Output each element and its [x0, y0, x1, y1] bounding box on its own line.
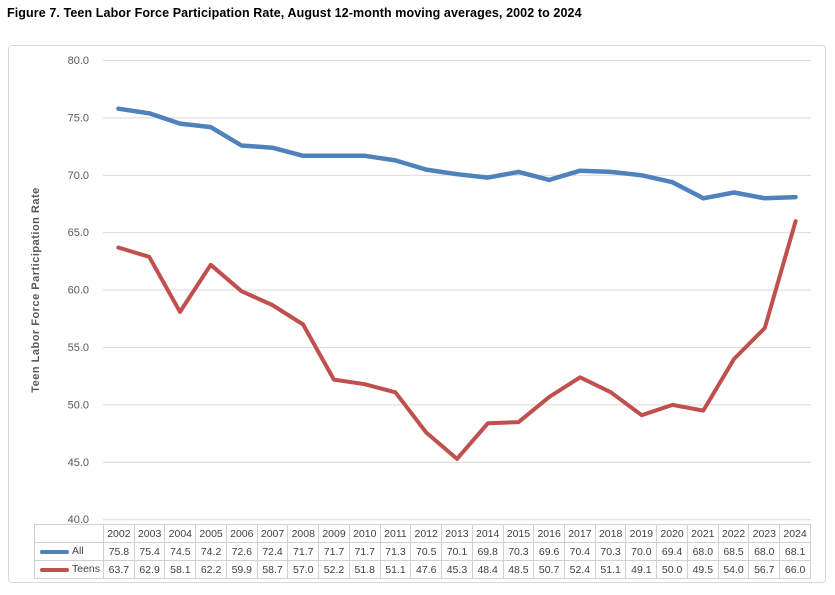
- legend-line-swatch: [40, 549, 69, 554]
- legend-key-teens: Teens: [34, 560, 104, 579]
- year-header-cell: 2021: [686, 524, 719, 543]
- value-cell: 51.1: [379, 560, 412, 579]
- y-tick-label: 65.0: [68, 227, 89, 239]
- value-cell: 57.0: [287, 560, 320, 579]
- figure-title: Figure 7. Teen Labor Force Participation…: [7, 6, 582, 20]
- y-tick-label: 70.0: [68, 170, 89, 182]
- value-cell: 69.6: [533, 542, 566, 561]
- year-header-cell: 2006: [225, 524, 258, 543]
- year-header-cell: 2018: [594, 524, 627, 543]
- value-cell: 62.2: [195, 560, 227, 579]
- y-tick-label: 55.0: [68, 342, 89, 354]
- series-name-label: All: [72, 545, 84, 558]
- year-header-cell: 2014: [471, 524, 504, 543]
- year-header-cell: 2005: [195, 524, 227, 543]
- year-header-cell: 2017: [564, 524, 596, 543]
- table-row: All 75.8 75.4 74.5 74.2 72.6 72.4 71.7 71.7 71.7 7…: [34, 542, 811, 561]
- year-header-cell: 2024: [779, 524, 811, 543]
- value-cell: 68.0: [748, 542, 781, 561]
- value-cell: 75.8: [103, 542, 135, 561]
- y-tick-label: 40.0: [68, 514, 89, 526]
- chart-data-table: 2002 2003 2004 2005 2006 2007 2008 2009 2010 2011…: [34, 524, 811, 579]
- series-line-all: [116, 106, 798, 201]
- year-header-cell: 2009: [318, 524, 350, 543]
- year-header-cell: 2004: [164, 524, 197, 543]
- year-header-cell: 2019: [625, 524, 658, 543]
- value-cell: 48.5: [502, 560, 535, 579]
- plot-area: 40.0 45.0 50.0 55.0 60.0 65.0 70.0 75.0 80.0: [68, 55, 811, 526]
- value-cell: 68.5: [717, 542, 750, 561]
- year-header-cell: 2013: [441, 524, 473, 543]
- table-header-row: 2002 2003 2004 2005 2006 2007 2008 2009 2010 2011…: [34, 524, 811, 543]
- value-cell: 70.3: [594, 542, 627, 561]
- value-cell: 68.1: [779, 542, 811, 561]
- y-tick-label: 75.0: [68, 112, 89, 124]
- series-name-label: Teens: [72, 563, 101, 576]
- year-header-cell: 2020: [656, 524, 688, 543]
- year-header-cell: 2003: [133, 524, 166, 543]
- value-cell: 68.0: [686, 542, 719, 561]
- value-cell: 52.2: [318, 560, 350, 579]
- value-cell: 51.8: [348, 560, 381, 579]
- value-cell: 72.6: [225, 542, 258, 561]
- value-cell: 71.7: [318, 542, 350, 561]
- value-cell: 47.6: [410, 560, 443, 579]
- y-axis-title: Teen Labor Force Participation Rate: [30, 187, 42, 393]
- table-row: Teens 63.7 62.9 58.1 62.2 59.9 58.7 57.0 52.2 51.…: [34, 560, 811, 579]
- value-cell: 63.7: [103, 560, 135, 579]
- value-cell: 70.0: [625, 542, 658, 561]
- y-tick-label: 80.0: [68, 55, 89, 67]
- value-cell: 71.7: [287, 542, 320, 561]
- value-cell: 58.1: [164, 560, 197, 579]
- value-cell: 45.3: [441, 560, 473, 579]
- year-header-cell: 2016: [533, 524, 566, 543]
- value-cell: 74.2: [195, 542, 227, 561]
- value-cell: 59.9: [225, 560, 258, 579]
- value-cell: 71.7: [348, 542, 381, 561]
- value-cell: 69.8: [471, 542, 504, 561]
- year-header-cell: 2012: [410, 524, 443, 543]
- year-header-cell: 2008: [287, 524, 320, 543]
- value-cell: 70.4: [564, 542, 596, 561]
- value-cell: 52.4: [564, 560, 596, 579]
- value-cell: 70.3: [502, 542, 535, 561]
- year-header-cell: 2007: [256, 524, 289, 543]
- value-cell: 74.5: [164, 542, 197, 561]
- value-cell: 51.1: [594, 560, 627, 579]
- value-cell: 66.0: [779, 560, 811, 579]
- year-header-cell: 2015: [502, 524, 535, 543]
- value-cell: 75.4: [133, 542, 166, 561]
- value-cell: 58.7: [256, 560, 289, 579]
- chart-frame: 40.0 45.0 50.0 55.0 60.0 65.0 70.0 75.0 80.0 Tee…: [8, 45, 826, 583]
- value-cell: 62.9: [133, 560, 166, 579]
- value-cell: 56.7: [748, 560, 781, 579]
- value-cell: 72.4: [256, 542, 289, 561]
- value-cell: 54.0: [717, 560, 750, 579]
- legend-key-all: All: [34, 542, 104, 561]
- legend-line-swatch: [40, 567, 69, 572]
- year-header-cell: 2010: [348, 524, 381, 543]
- year-header-cell: 2002: [103, 524, 135, 543]
- value-cell: 70.1: [441, 542, 473, 561]
- value-cell: 49.5: [686, 560, 719, 579]
- value-cell: 48.4: [471, 560, 504, 579]
- value-cell: 71.3: [379, 542, 412, 561]
- y-tick-label: 45.0: [68, 457, 89, 469]
- legend-corner-cell: [34, 524, 104, 543]
- series-line-teens: [116, 219, 798, 461]
- year-header-cell: 2022: [717, 524, 750, 543]
- value-cell: 50.7: [533, 560, 566, 579]
- y-tick-label: 60.0: [68, 285, 89, 297]
- value-cell: 69.4: [656, 542, 688, 561]
- value-cell: 70.5: [410, 542, 443, 561]
- year-header-cell: 2011: [379, 524, 412, 543]
- year-header-cell: 2023: [748, 524, 781, 543]
- y-tick-label: 50.0: [68, 399, 89, 411]
- value-cell: 49.1: [625, 560, 658, 579]
- value-cell: 50.0: [656, 560, 688, 579]
